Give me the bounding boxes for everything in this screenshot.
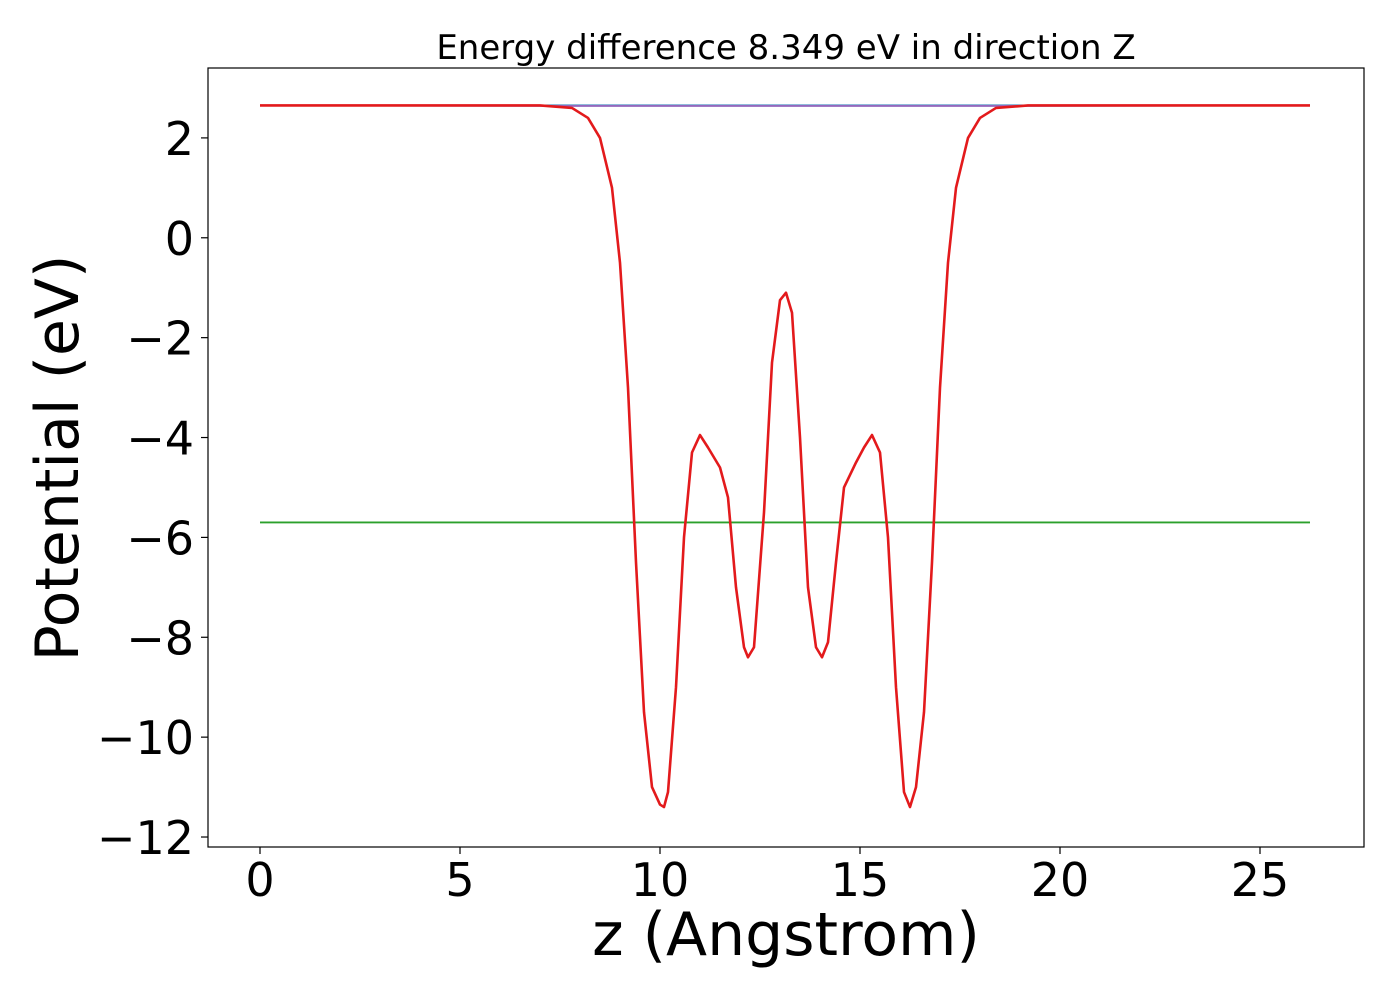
x-tick-label: 0 — [245, 853, 274, 907]
x-axis-label: z (Angstrom) — [592, 900, 980, 970]
plot-area — [259, 104, 1311, 809]
y-tick-label: −12 — [97, 811, 194, 865]
y-tick-label: 2 — [165, 112, 194, 166]
series-line-4 — [260, 104, 1310, 809]
x-tick-label: 25 — [1231, 853, 1290, 907]
chart-title: Energy difference 8.349 eV in direction … — [436, 28, 1135, 68]
x-tick-label: 10 — [631, 853, 690, 907]
y-tick-label: −6 — [126, 511, 194, 565]
y-tick-label: −8 — [126, 611, 194, 665]
y-axis-label: Potential (eV) — [23, 255, 93, 662]
axes-frame — [207, 67, 1365, 848]
x-tick-label: 5 — [445, 853, 474, 907]
y-tick-label: 0 — [165, 212, 194, 266]
x-tick-label: 20 — [1031, 853, 1090, 907]
x-tick-label: 15 — [831, 853, 890, 907]
y-tick-label: −4 — [126, 412, 194, 466]
y-tick-label: −2 — [126, 312, 194, 366]
y-tick-label: −10 — [97, 711, 194, 765]
